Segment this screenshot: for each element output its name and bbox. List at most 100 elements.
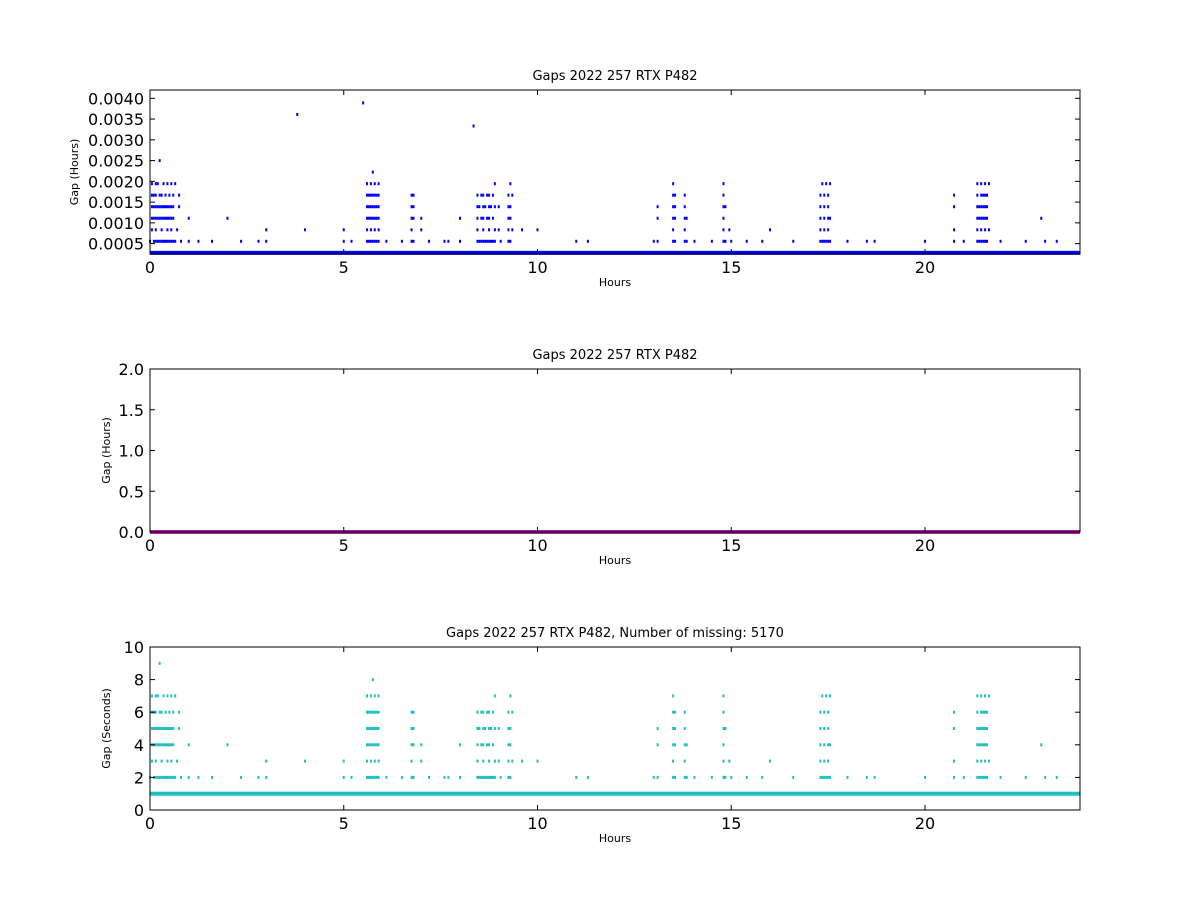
data-point [484,239,487,243]
data-point [154,759,157,763]
data-point [823,239,826,243]
data-point [507,743,510,747]
data-point [412,710,415,714]
data-point [164,205,167,209]
data-point [162,775,165,779]
data-point [984,727,987,730]
data-point [472,124,475,128]
data-point [827,205,830,209]
data-point [342,228,345,232]
data-point [377,216,380,220]
y-tick-label: 6 [134,703,144,722]
data-point [160,205,163,209]
data-point [158,710,161,714]
data-point [160,743,163,747]
data-point [986,239,988,243]
data-point [999,239,1002,243]
data-point [172,775,175,779]
data-point [710,239,713,243]
data-point [180,775,182,779]
data-point [730,239,733,243]
data-point [428,775,430,779]
data-point [150,759,153,763]
data-point [482,759,485,763]
data-point [652,775,655,779]
data-point [509,743,512,747]
data-point [385,775,388,779]
data-point [507,727,510,730]
y-tick-label: 10 [124,638,144,657]
data-point [443,775,446,779]
data-point [980,743,983,747]
data-point [490,205,492,209]
data-point [366,775,368,779]
data-point [158,216,161,220]
data-point [488,743,491,747]
data-point [484,727,487,730]
data-point [953,193,956,197]
data-point [984,759,987,763]
data-point [385,239,388,243]
data-point [373,727,376,730]
data-point [507,193,510,197]
data-point [1044,775,1047,779]
data-point [507,228,510,232]
data-point [410,710,413,714]
y-tick-label: 1.0 [119,442,144,461]
data-point [491,710,494,714]
data-point [410,727,413,730]
data-point [685,743,688,747]
data-point [488,775,491,779]
data-point [371,727,374,730]
y-tick-label: 0.0 [119,523,144,542]
data-point [953,727,956,730]
data-point [366,216,368,220]
data-point [491,193,494,197]
data-point [373,710,376,714]
data-point [369,193,372,197]
data-point [375,205,378,209]
data-point [745,239,748,243]
data-point [154,727,157,730]
data-point [1040,216,1043,220]
data-point [486,193,489,197]
x-tick-label: 0 [145,536,155,555]
data-point [484,205,487,209]
data-point [722,743,725,747]
data-point [373,193,376,197]
data-point [168,216,171,220]
data-point [656,743,659,747]
data-point [672,727,675,730]
data-point [476,228,479,232]
data-point [536,759,539,763]
data-point [211,775,213,779]
data-points [149,661,1080,796]
data-point [420,216,423,220]
data-point [507,759,510,763]
data-point [156,216,159,220]
data-point [984,193,987,197]
data-point [536,228,539,232]
data-point [493,239,496,243]
data-point [819,775,822,779]
data-point [366,694,368,698]
data-point [480,216,483,220]
data-point [953,239,956,243]
data-point [507,205,510,209]
data-point [827,239,830,243]
data-point [490,239,492,243]
data-point [178,193,181,197]
data-point [497,759,500,763]
data-point [166,239,169,243]
plot-frame [149,646,1081,811]
data-point [174,775,177,779]
data-point [373,182,376,186]
data-point [488,239,491,243]
y-axis-label: Gap (Seconds) [100,688,113,769]
data-point [154,182,157,186]
data-point [962,775,965,779]
data-point [400,239,403,243]
data-point [447,239,450,243]
data-point [170,743,173,747]
